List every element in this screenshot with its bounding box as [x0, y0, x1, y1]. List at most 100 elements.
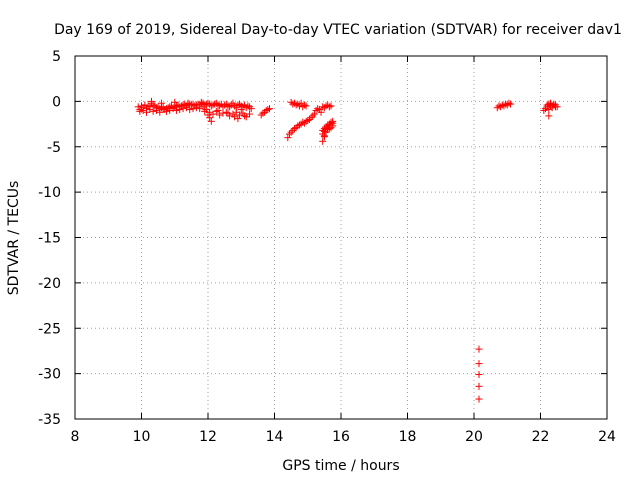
data-point	[507, 100, 515, 108]
data-point	[138, 102, 145, 110]
data-point	[262, 106, 270, 114]
data-point	[237, 106, 245, 114]
data-point	[310, 110, 318, 118]
data-point	[162, 107, 170, 115]
x-tick-label: 16	[332, 429, 350, 445]
data-point	[475, 382, 483, 390]
x-tick-labels: 8 10 12 14 16 18 20 22 24	[71, 429, 616, 445]
data-point	[284, 134, 292, 142]
data-point	[222, 108, 230, 116]
data-point	[475, 371, 483, 379]
data-point	[246, 103, 254, 111]
data-point	[171, 98, 179, 106]
data-point	[224, 109, 232, 117]
data-point	[325, 103, 333, 111]
x-tick-label: 22	[532, 429, 550, 445]
data-point	[294, 100, 302, 108]
data-point	[553, 103, 561, 111]
data-point	[234, 101, 242, 109]
data-point	[327, 120, 335, 128]
data-point	[246, 110, 254, 118]
y-tick-label: -35	[38, 412, 61, 428]
data-point	[475, 395, 483, 403]
data-point	[285, 130, 293, 138]
data-point	[551, 101, 559, 109]
x-tick-label: 12	[199, 429, 217, 445]
chart-title: Day 169 of 2019, Sidereal Day-to-day VTE…	[54, 22, 622, 38]
y-tick-label: -25	[38, 321, 61, 337]
y-tick-label: 0	[52, 94, 61, 110]
data-point	[287, 98, 295, 106]
y-tick-label: -15	[38, 231, 61, 247]
data-point	[503, 101, 511, 109]
grid-lines	[75, 56, 607, 419]
data-point	[297, 120, 305, 128]
y-axis-label: SDTVAR / TECUs	[6, 181, 22, 296]
data-point	[206, 114, 214, 122]
data-point	[290, 99, 298, 107]
x-tick-label: 10	[133, 429, 151, 445]
data-point	[317, 108, 325, 116]
data-point	[212, 107, 220, 115]
data-point	[216, 102, 224, 110]
data-point	[329, 119, 337, 127]
data-point	[207, 102, 215, 110]
data-point	[201, 107, 209, 115]
x-axis-label: GPS time / hours	[282, 458, 399, 474]
data-point	[157, 99, 165, 107]
data-point	[266, 105, 274, 113]
data-point	[139, 106, 147, 114]
data-point	[312, 106, 320, 114]
data-point	[216, 111, 224, 119]
data-point	[192, 104, 200, 112]
data-point	[179, 105, 187, 113]
data-point	[227, 101, 235, 109]
data-point	[319, 103, 327, 111]
data-point	[264, 106, 272, 114]
y-tick-label: -5	[47, 140, 61, 156]
x-tick-label: 24	[598, 429, 616, 445]
data-point	[294, 122, 302, 130]
data-point	[207, 117, 215, 125]
x-tick-label: 8	[71, 429, 80, 445]
data-point	[169, 105, 177, 113]
data-point	[292, 101, 300, 109]
data-point	[231, 102, 239, 110]
data-point	[302, 117, 310, 125]
data-point	[151, 102, 159, 110]
data-point	[242, 104, 250, 112]
x-tick-label: 14	[266, 429, 284, 445]
y-tick-label: 5	[52, 49, 61, 65]
data-point	[305, 116, 313, 124]
data-point	[211, 100, 219, 108]
data-point	[543, 101, 551, 109]
data-point	[500, 102, 508, 110]
data-point	[320, 133, 328, 141]
data-point	[166, 106, 174, 114]
data-point	[224, 102, 232, 110]
data-point	[241, 112, 249, 120]
data-point	[182, 104, 190, 112]
data-point	[159, 106, 167, 114]
x-tick-label: 20	[465, 429, 483, 445]
data-point	[197, 98, 205, 106]
data-point	[548, 102, 556, 110]
data-point	[214, 106, 222, 114]
data-point	[309, 112, 317, 120]
data-point	[287, 128, 295, 136]
data-point	[322, 126, 330, 134]
axis-ticks	[74, 55, 608, 420]
y-tick-label: -30	[38, 367, 61, 383]
data-point	[184, 99, 192, 107]
data-point	[236, 111, 244, 119]
data-point	[176, 106, 184, 114]
data-point	[540, 106, 548, 114]
data-point	[299, 118, 307, 126]
data-point	[231, 113, 239, 121]
y-tick-label: -10	[38, 185, 61, 201]
data-point	[475, 345, 483, 353]
data-point	[186, 106, 194, 114]
data-point	[196, 105, 204, 113]
data-point	[221, 101, 229, 109]
